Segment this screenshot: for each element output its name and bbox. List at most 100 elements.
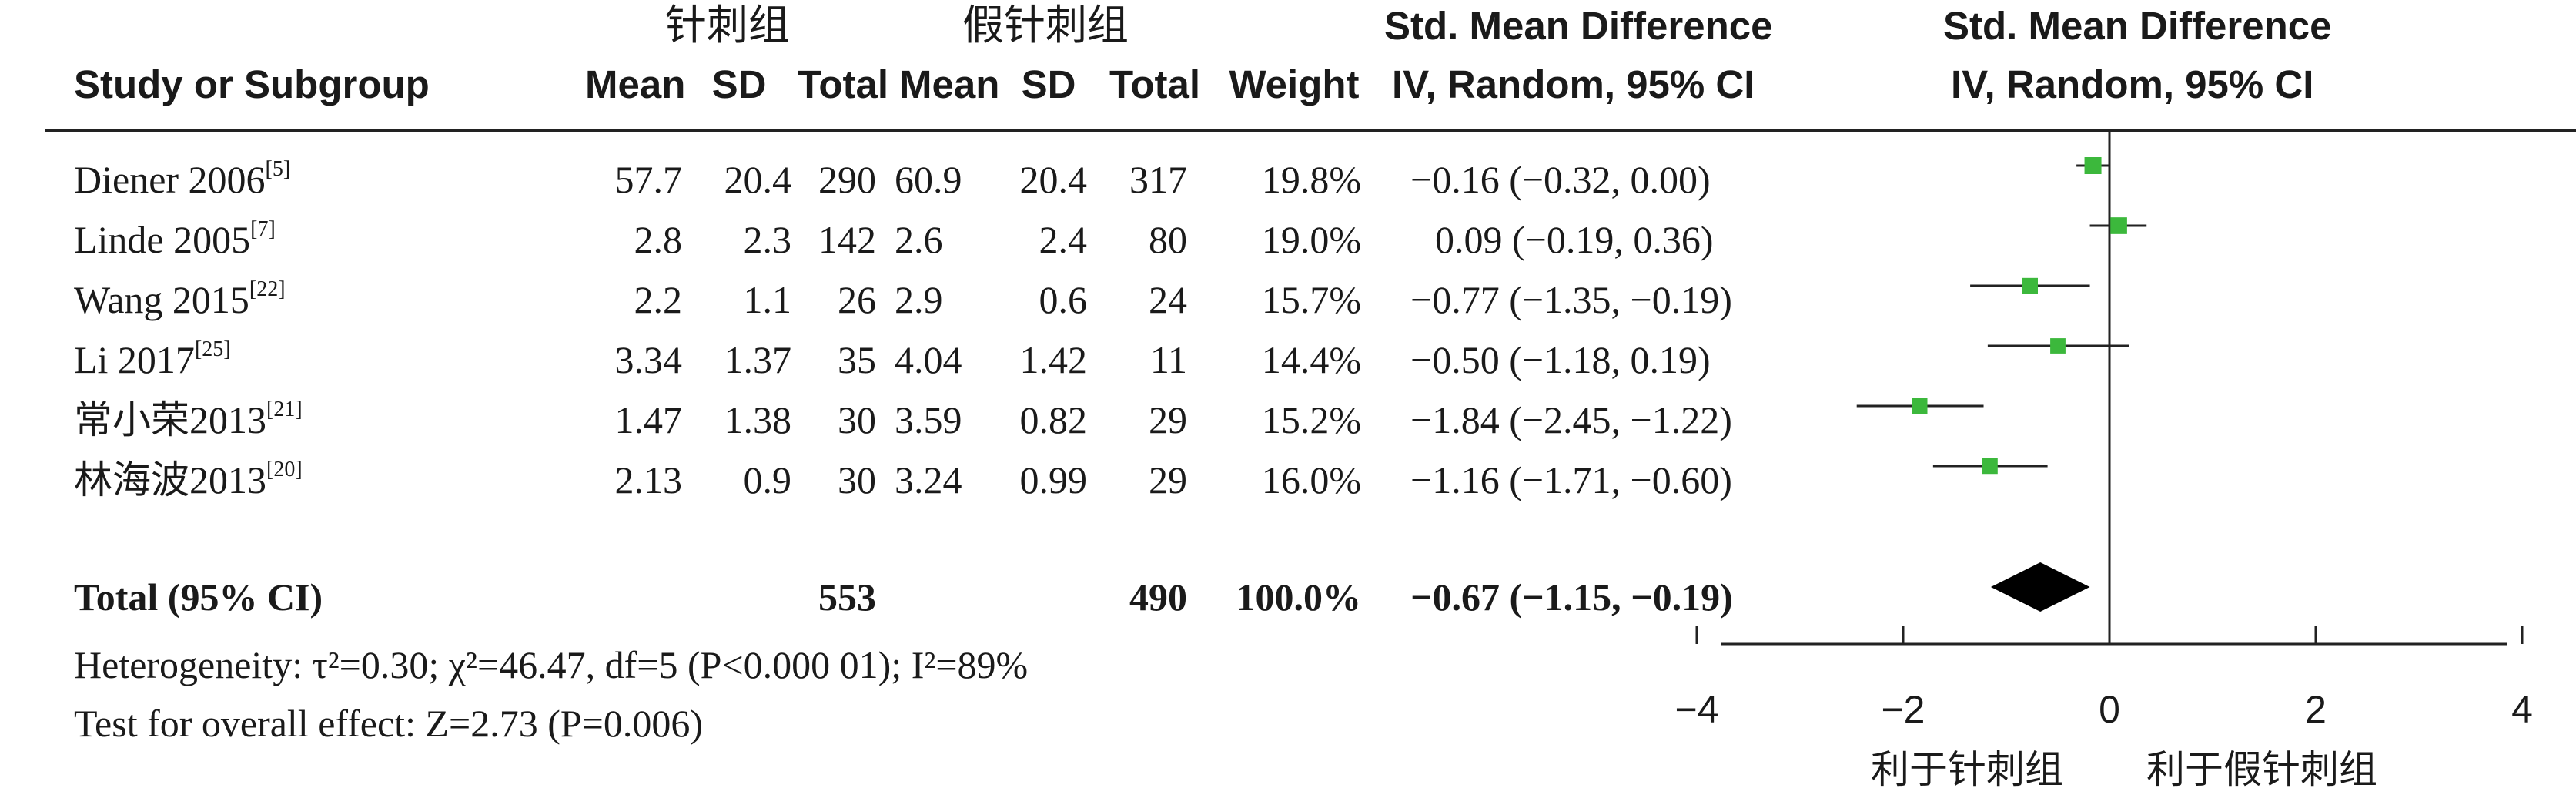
- weight-cell: 16.0%: [1261, 458, 1361, 501]
- weight-cell: 15.7%: [1261, 278, 1361, 321]
- study-name: Wang 2015[22]: [74, 277, 286, 321]
- study-name: Li 2017[25]: [74, 337, 231, 381]
- ci-text-cell: −0.50 (−1.18, 0.19): [1410, 338, 1711, 381]
- weight-cell: 15.2%: [1261, 398, 1361, 441]
- x-axis-tick-label: 0: [2099, 688, 2120, 731]
- study-name-text: 常小荣2013: [74, 398, 266, 441]
- sd-e-cell: 2.3: [743, 218, 792, 261]
- plot-title-header: Std. Mean Difference: [1943, 4, 2332, 48]
- study-name: 常小荣2013[21]: [74, 398, 303, 441]
- n-c-cell: 11: [1149, 338, 1187, 381]
- total-label: Total (95% CI): [74, 575, 323, 619]
- total-weight: 100.0%: [1236, 575, 1362, 619]
- study-name-text: Wang 2015: [74, 278, 249, 321]
- ci-text-cell: −1.16 (−1.71, −0.60): [1410, 458, 1732, 501]
- total-ci-text: −0.67 (−1.15, −0.19): [1410, 575, 1733, 619]
- summary-diamond: [1990, 562, 2090, 612]
- sd-e-cell: 20.4: [724, 158, 792, 201]
- mean-c-header: Mean: [899, 62, 1000, 106]
- study-point-estimate: [2050, 338, 2066, 354]
- study-point-estimate: [2084, 157, 2102, 174]
- mean-c-cell: 2.6: [895, 218, 943, 261]
- smd-title-header: Std. Mean Difference: [1384, 4, 1773, 48]
- heterogeneity-text: Heterogeneity: τ²=0.30; χ²=46.47, df=5 (…: [74, 643, 1029, 686]
- n-c-cell: 24: [1149, 278, 1187, 321]
- n-e-cell: 30: [838, 398, 876, 441]
- study-reference: [7]: [250, 217, 276, 241]
- sd-e-header: SD: [711, 62, 767, 106]
- study-reference: [22]: [249, 277, 286, 301]
- total-n-c: 490: [1129, 575, 1187, 619]
- weight-header: Weight: [1229, 62, 1360, 106]
- overall-effect-text: Test for overall effect: Z=2.73 (P=0.006…: [74, 702, 704, 745]
- total-c-header: Total: [1109, 62, 1201, 106]
- plot-method-header: IV, Random, 95% CI: [1951, 62, 2314, 106]
- sd-c-cell: 1.42: [1019, 338, 1088, 381]
- mean-c-cell: 3.24: [895, 458, 962, 501]
- study-point-estimate: [1982, 458, 1998, 475]
- n-c-cell: 80: [1149, 218, 1187, 261]
- n-c-cell: 29: [1149, 458, 1187, 501]
- sd-c-cell: 0.82: [1019, 398, 1088, 441]
- mean-e-cell: 2.8: [634, 218, 683, 261]
- n-c-cell: 29: [1149, 398, 1187, 441]
- sd-c-header: SD: [1021, 62, 1076, 106]
- ci-text-cell: −0.77 (−1.35, −0.19): [1410, 278, 1732, 321]
- n-e-cell: 30: [838, 458, 876, 501]
- experimental-group-header: 针刺组: [665, 1, 790, 49]
- ci-text-cell: −1.84 (−2.45, −1.22): [1410, 398, 1732, 441]
- study-reference: [21]: [266, 398, 303, 421]
- ci-text-cell: 0.09 (−0.19, 0.36): [1435, 218, 1714, 261]
- x-axis-tick-label: 2: [2305, 688, 2327, 731]
- sd-e-cell: 0.9: [743, 458, 792, 501]
- favours-left-label: 利于针刺组: [1871, 747, 2063, 792]
- mean-e-cell: 57.7: [614, 158, 683, 201]
- study-column-header: Study or Subgroup: [74, 62, 430, 106]
- study-name-text: Linde 2005: [74, 218, 251, 261]
- total-n-e: 553: [818, 575, 876, 619]
- n-e-cell: 142: [818, 218, 876, 261]
- study-point-estimate: [2110, 217, 2127, 234]
- weight-cell: 14.4%: [1261, 338, 1361, 381]
- mean-e-cell: 2.2: [634, 278, 683, 321]
- n-c-cell: 317: [1129, 158, 1187, 201]
- ci-text-cell: −0.16 (−0.32, 0.00): [1410, 158, 1711, 201]
- control-group-header: 假针刺组: [962, 1, 1129, 49]
- sd-e-cell: 1.38: [724, 398, 792, 441]
- mean-e-cell: 2.13: [614, 458, 683, 501]
- sd-c-cell: 0.99: [1019, 458, 1088, 501]
- study-reference: [5]: [265, 157, 291, 181]
- n-e-cell: 35: [838, 338, 876, 381]
- total-e-header: Total: [797, 62, 889, 106]
- header-rule: [45, 129, 2576, 132]
- n-e-cell: 26: [838, 278, 876, 321]
- study-name-text: Li 2017: [74, 338, 195, 381]
- n-e-cell: 290: [818, 158, 876, 201]
- study-reference: [25]: [194, 337, 231, 361]
- sd-c-cell: 0.6: [1039, 278, 1088, 321]
- sd-c-cell: 20.4: [1019, 158, 1088, 201]
- study-point-estimate: [1912, 398, 1928, 414]
- study-reference: [20]: [266, 458, 303, 481]
- mean-c-cell: 4.04: [895, 338, 962, 381]
- x-axis-tick-label: −4: [1674, 688, 1718, 731]
- smd-method-header: IV, Random, 95% CI: [1392, 62, 1755, 106]
- study-name: 林海波2013[20]: [74, 458, 303, 500]
- x-axis-tick-label: −2: [1881, 688, 1925, 731]
- study-name: Diener 2006[5]: [74, 157, 291, 201]
- study-name: Linde 2005[7]: [74, 217, 276, 261]
- mean-c-cell: 60.9: [895, 158, 962, 201]
- mean-e-header: Mean: [585, 62, 686, 106]
- weight-cell: 19.0%: [1261, 218, 1361, 261]
- mean-e-cell: 3.34: [614, 338, 683, 381]
- mean-e-cell: 1.47: [614, 398, 683, 441]
- mean-c-cell: 2.9: [895, 278, 943, 321]
- study-name-text: Diener 2006: [74, 158, 266, 201]
- weight-cell: 19.8%: [1261, 158, 1361, 201]
- study-point-estimate: [2022, 277, 2038, 294]
- x-axis-tick-label: 4: [2511, 688, 2533, 731]
- sd-e-cell: 1.37: [724, 338, 792, 381]
- mean-c-cell: 3.59: [895, 398, 962, 441]
